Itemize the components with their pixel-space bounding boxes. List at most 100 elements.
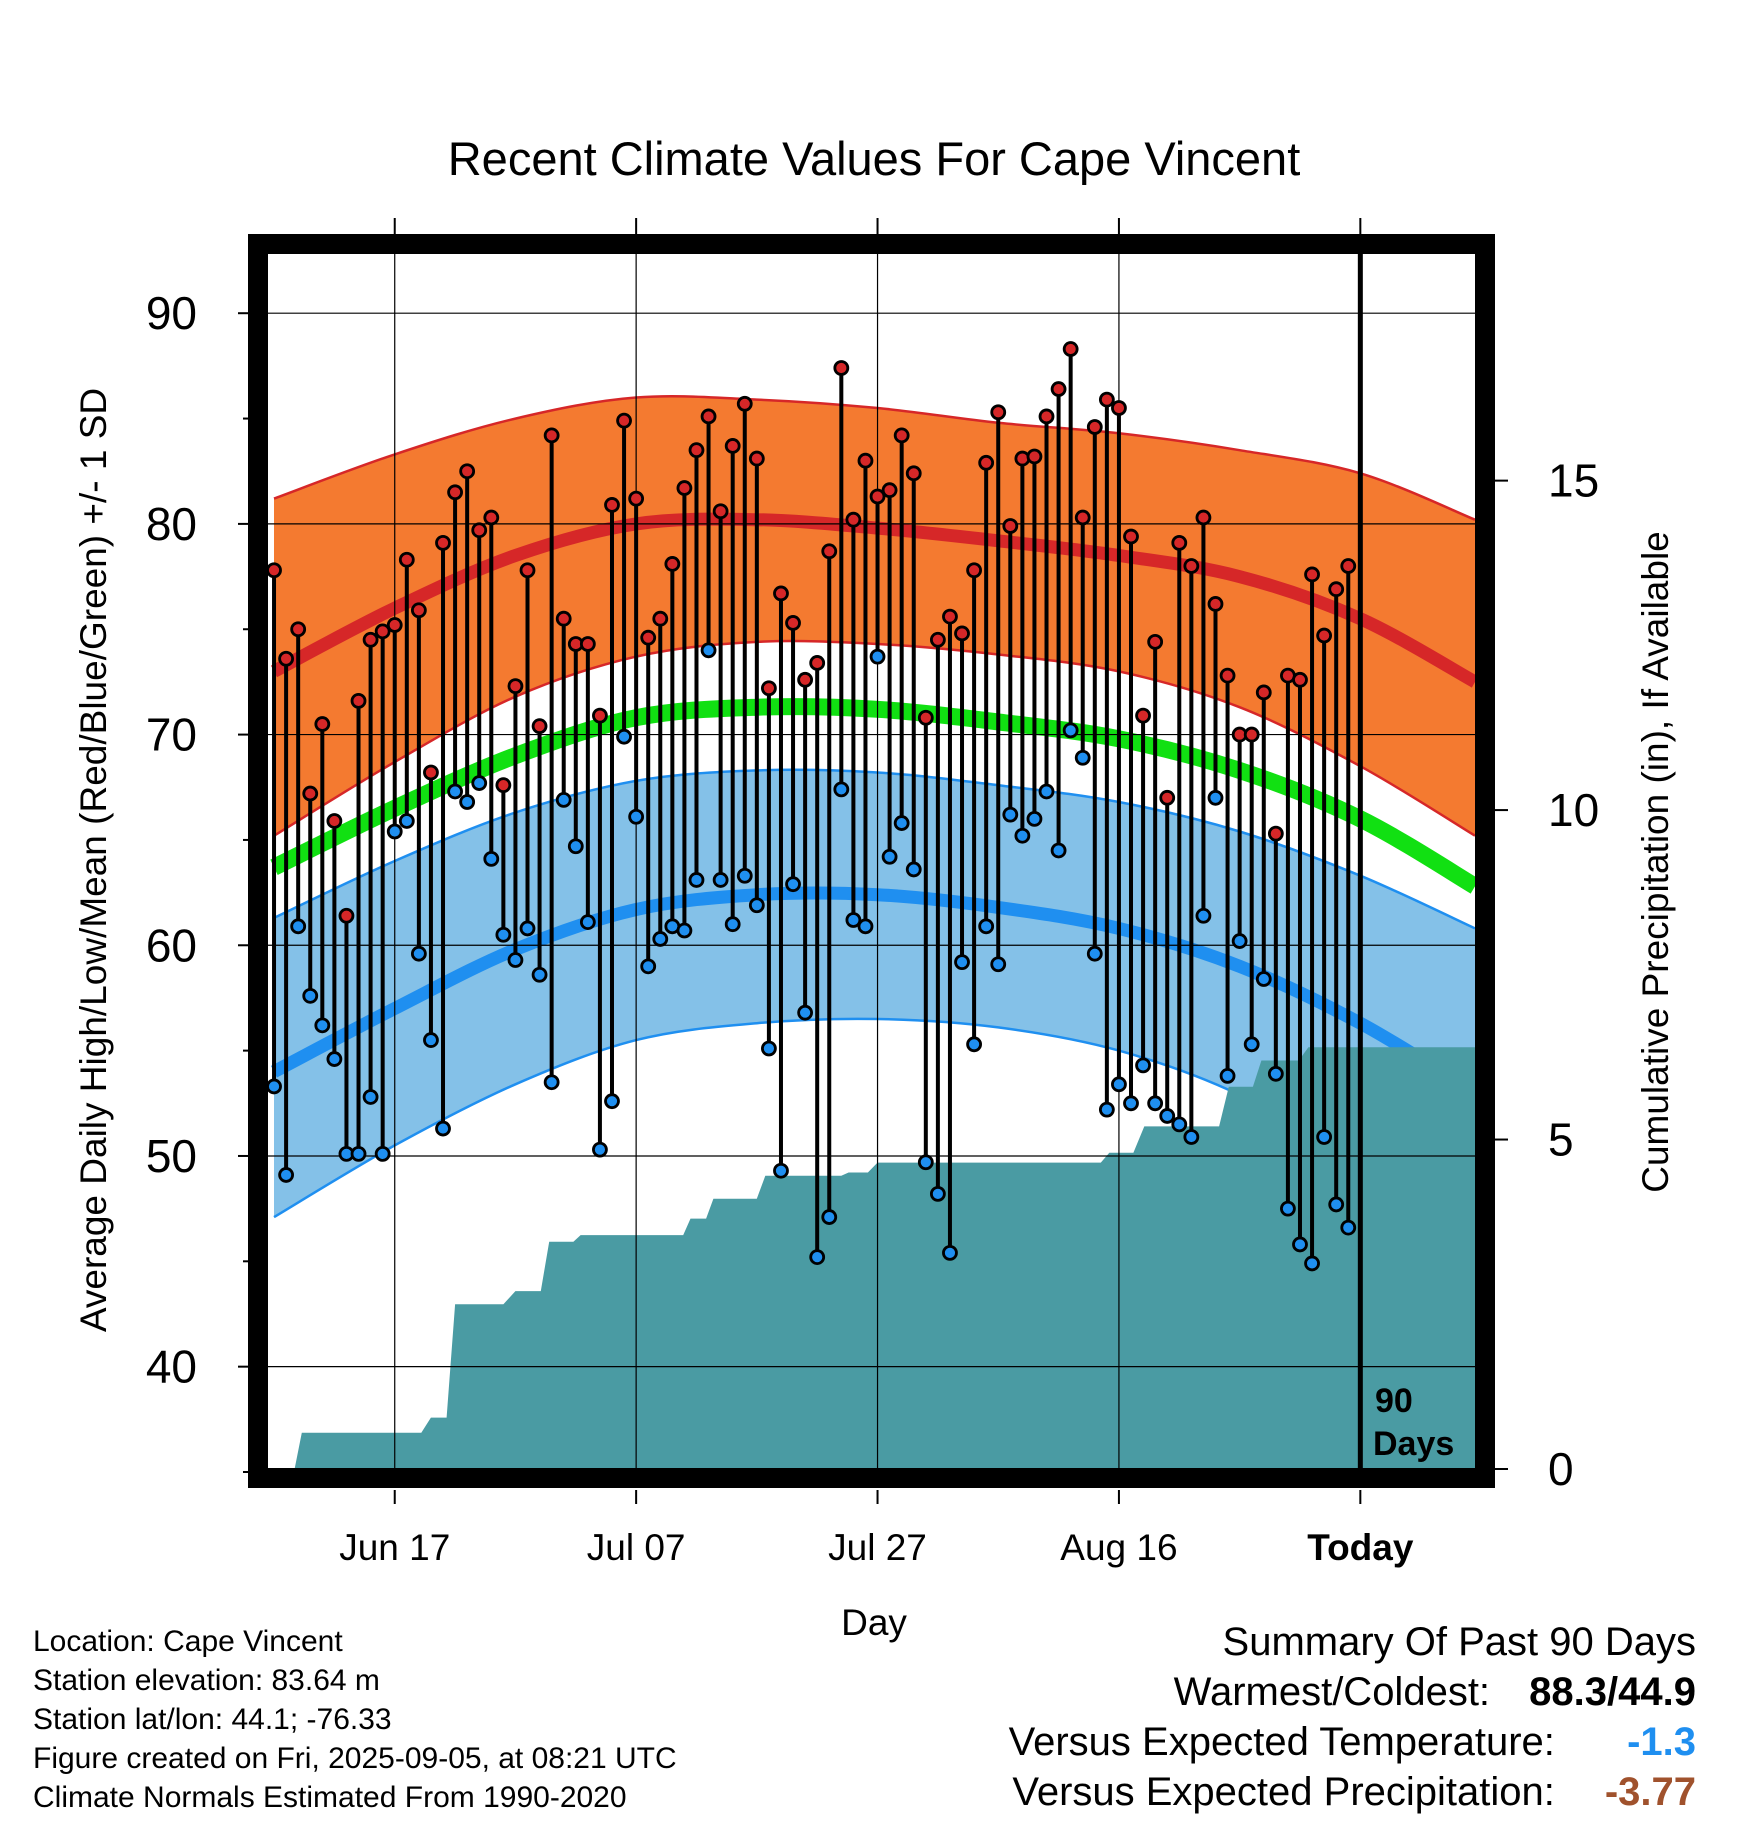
x-tick-label: Aug 16 [1060, 1527, 1177, 1568]
low-point [712, 872, 729, 888]
low-point [978, 918, 995, 935]
low-point [1147, 1095, 1164, 1112]
low-point [1280, 1200, 1296, 1217]
low-point [724, 916, 741, 933]
y2-axis-label: Cumulative Precipitation (in), If Availa… [1635, 531, 1676, 1193]
low-point [326, 1051, 343, 1067]
high-point [869, 488, 886, 505]
low-point [652, 931, 669, 947]
high-point [893, 427, 910, 444]
precip-label: Versus Expected Precipitation: [1012, 1770, 1555, 1814]
high-point [664, 556, 681, 572]
high-point [640, 629, 657, 646]
low-point [567, 838, 584, 855]
y-tick-label: 80 [146, 498, 197, 550]
low-point [700, 642, 717, 659]
low-point [1243, 1036, 1260, 1053]
y2-tick-label: 15 [1548, 455, 1599, 507]
y2-tick-label: 0 [1548, 1443, 1574, 1495]
high-point [410, 602, 427, 619]
low-point [362, 1089, 379, 1105]
y-tick-label: 70 [146, 709, 197, 761]
high-point [398, 551, 415, 568]
low-point [483, 850, 500, 867]
summary-temp-row: Versus Expected Temperature: -1.3 [1009, 1717, 1696, 1767]
low-point [1267, 1065, 1284, 1082]
precip-area [286, 1047, 1476, 1469]
low-point [1159, 1108, 1176, 1124]
high-point [761, 680, 777, 697]
high-point [1328, 581, 1345, 598]
today-label-line1: 90 [1375, 1382, 1413, 1420]
low-point [555, 792, 572, 808]
high-point [507, 678, 524, 695]
high-point [990, 404, 1007, 421]
warm-cold-label: Warmest/Coldest: [1173, 1670, 1491, 1714]
high-point [302, 785, 319, 802]
x-tick-label: Jul 07 [587, 1527, 686, 1568]
high-point [833, 360, 850, 376]
low-point [1111, 1076, 1127, 1093]
high-point [1111, 400, 1127, 416]
y-axis-right: 0 5 10 15 [1492, 455, 1599, 1495]
low-point [833, 781, 850, 798]
low-point [640, 958, 657, 975]
low-point [278, 1167, 295, 1183]
low-point [797, 1004, 814, 1021]
high-point [435, 534, 451, 551]
high-point [483, 509, 500, 526]
low-point [1086, 945, 1103, 962]
high-point [1074, 509, 1091, 526]
precip-value: -3.77 [1604, 1770, 1696, 1814]
high-point [724, 438, 741, 454]
low-point [966, 1036, 982, 1053]
low-point [543, 1074, 560, 1091]
high-point [338, 907, 355, 924]
x-tick-label: Jul 27 [828, 1527, 927, 1568]
low-point [1316, 1129, 1333, 1145]
low-point [471, 775, 488, 791]
high-point [1062, 341, 1079, 357]
low-point [1219, 1068, 1236, 1084]
high-point [712, 503, 729, 520]
high-point [1026, 448, 1043, 465]
daily-stems [272, 349, 1351, 1264]
high-point [423, 764, 439, 781]
low-point [1171, 1116, 1188, 1133]
low-point [748, 897, 765, 914]
high-point [1147, 633, 1164, 650]
high-point [1207, 596, 1224, 612]
warm-cold-value: 88.3/44.9 [1529, 1670, 1696, 1714]
y-tick-label: 90 [146, 287, 197, 339]
low-point [302, 987, 319, 1004]
high-point [447, 484, 463, 501]
high-point [736, 395, 753, 412]
y-tick-label: 40 [146, 1341, 197, 1393]
low-point [314, 1017, 331, 1034]
low-point [1002, 806, 1019, 823]
low-point [579, 914, 596, 930]
low-point [616, 728, 632, 745]
low-point [290, 918, 307, 935]
low-point [447, 783, 463, 800]
high-point [785, 615, 801, 631]
low-point [881, 848, 898, 865]
plot-frame [248, 234, 1495, 1488]
high-point [1255, 684, 1272, 701]
high-point [905, 465, 922, 482]
low-point [785, 876, 801, 893]
low-point [893, 815, 910, 831]
high-point [374, 623, 391, 640]
low-point [1074, 749, 1091, 766]
high-point [266, 562, 282, 579]
summary-warm-cold-row: Warmest/Coldest: 88.3/44.9 [1009, 1667, 1696, 1717]
high-point [1123, 528, 1139, 545]
temp-label: Versus Expected Temperature: [1008, 1720, 1555, 1764]
high-point [628, 490, 645, 507]
high-point [1267, 825, 1284, 842]
low-point [1014, 827, 1031, 844]
y-axis-label: Average Daily High/Low/Mean (Red/Blue/Gr… [73, 388, 114, 1332]
low-point [435, 1120, 451, 1137]
high-point [700, 408, 717, 425]
y-tick-label: 50 [146, 1130, 197, 1182]
